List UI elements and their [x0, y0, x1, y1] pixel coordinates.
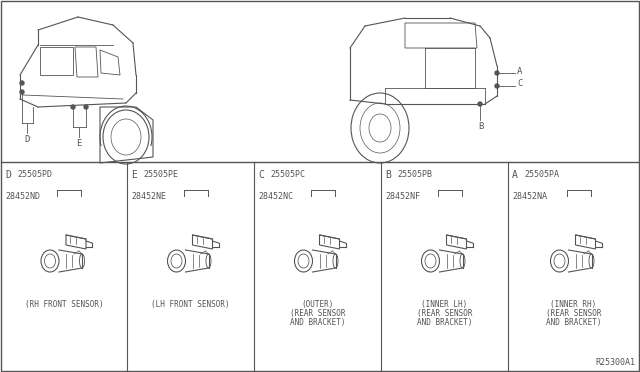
Text: 25505PC: 25505PC — [270, 170, 305, 179]
Text: D: D — [24, 135, 29, 144]
Text: R25300A1: R25300A1 — [595, 358, 635, 367]
Text: AND BRACKET): AND BRACKET) — [546, 318, 601, 327]
Circle shape — [495, 84, 499, 88]
Text: B: B — [385, 170, 391, 180]
Text: E: E — [131, 170, 137, 180]
Circle shape — [478, 102, 482, 106]
Text: AND BRACKET): AND BRACKET) — [417, 318, 472, 327]
Text: 28452NE: 28452NE — [131, 192, 166, 201]
Text: E: E — [76, 139, 81, 148]
Text: (REAR SENSOR: (REAR SENSOR — [290, 309, 345, 318]
Text: C: C — [258, 170, 264, 180]
Text: 25505PB: 25505PB — [397, 170, 432, 179]
Text: 28452NC: 28452NC — [258, 192, 293, 201]
Text: AND BRACKET): AND BRACKET) — [290, 318, 345, 327]
Text: (OUTER): (OUTER) — [301, 300, 333, 309]
Circle shape — [20, 90, 24, 94]
Text: (INNER RH): (INNER RH) — [550, 300, 596, 309]
Circle shape — [71, 105, 75, 109]
Text: 25505PE: 25505PE — [143, 170, 178, 179]
Text: D: D — [5, 170, 11, 180]
Text: A: A — [517, 67, 522, 76]
Text: 25505PD: 25505PD — [17, 170, 52, 179]
Text: (RH FRONT SENSOR): (RH FRONT SENSOR) — [25, 300, 103, 309]
Circle shape — [84, 105, 88, 109]
Text: (REAR SENSOR: (REAR SENSOR — [546, 309, 601, 318]
Text: 28452NA: 28452NA — [512, 192, 547, 201]
Circle shape — [20, 81, 24, 85]
Text: 25505PA: 25505PA — [524, 170, 559, 179]
Text: 28452NF: 28452NF — [385, 192, 420, 201]
Text: A: A — [512, 170, 518, 180]
Text: (LH FRONT SENSOR): (LH FRONT SENSOR) — [151, 300, 230, 309]
Text: (REAR SENSOR: (REAR SENSOR — [417, 309, 472, 318]
Text: 28452ND: 28452ND — [5, 192, 40, 201]
Circle shape — [495, 71, 499, 75]
Text: (INNER LH): (INNER LH) — [421, 300, 468, 309]
Text: C: C — [517, 80, 522, 89]
Text: B: B — [478, 122, 483, 131]
